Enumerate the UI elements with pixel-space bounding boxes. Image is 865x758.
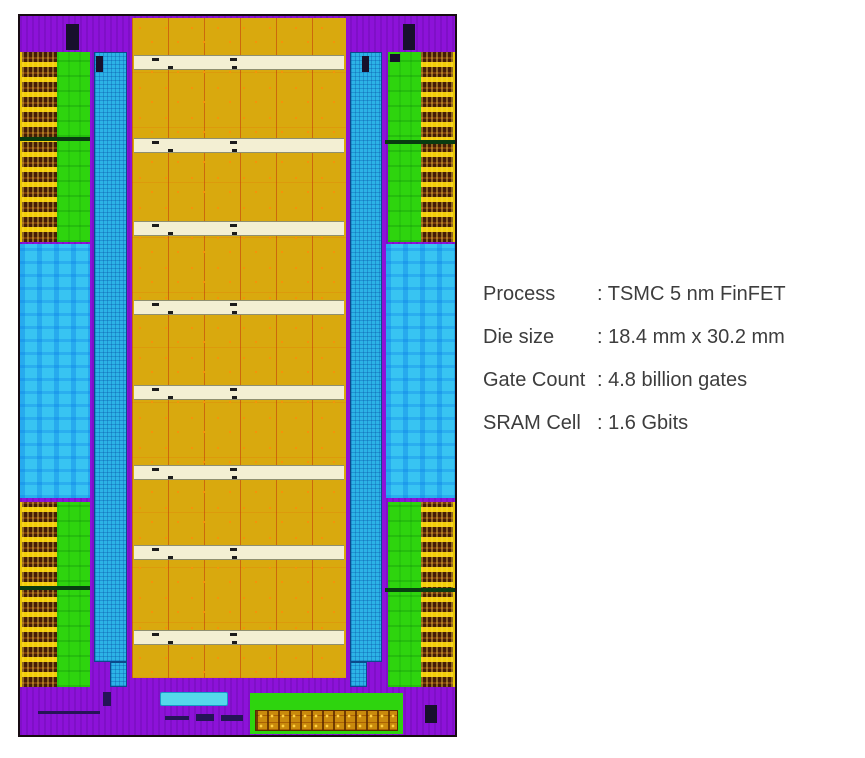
logo-mark-top-left-icon [66,24,79,50]
spec-value: : 4.8 billion gates [597,368,748,391]
green-macro-column-top-left [57,52,90,242]
bottom-glyph-right-icon [425,705,437,723]
bottom-tiny-text-center-2 [196,714,214,721]
bottom-cyan-block [160,692,228,706]
gold-core-array [132,18,346,678]
green-column-mark-icon [390,54,400,62]
io-pad-strip-bottom-left [20,502,57,687]
bottom-gold-pattern-strip [255,710,398,731]
cache-column-left-foot [110,662,127,687]
bottom-tiny-text-left [38,711,100,714]
io-pad-strip-top-left [20,52,57,242]
spec-label: SRAM Cell [483,411,581,434]
green-macro-column-bottom-left [57,502,90,687]
io-pad-strip-top-right [421,52,455,242]
channel-bar-5 [134,385,344,400]
column-mark-left-icon [96,56,103,72]
channel-bar-8 [134,630,344,645]
logo-mark-top-right-icon [403,24,415,50]
io-pad-strip-bottom-right [421,502,455,687]
channel-bar-6 [134,465,344,480]
spec-label: Die size [483,325,555,348]
spec-value: : 1.6 Gbits [597,411,689,434]
channel-bar-4 [134,300,344,315]
green-macro-column-bottom-right [388,502,421,687]
seam-line-top-left [20,137,90,141]
seam-line-top-right [385,140,455,144]
channel-bar-1 [134,55,344,70]
channel-bar-2 [134,138,344,153]
spec-row-die-size: Die size : 18.4 mm x 30.2 mm [483,315,786,358]
spec-label: Process [483,282,556,305]
spec-value: : TSMC 5 nm FinFET [597,282,786,305]
bottom-tiny-text-center-3 [221,715,243,721]
die-micrograph [18,14,457,737]
cache-column-right [350,52,382,662]
spec-row-gate-count: Gate Count : 4.8 billion gates [483,358,786,401]
seam-line-bottom-right [385,588,455,592]
bottom-tiny-text-center-1 [165,716,189,720]
column-mark-right-icon [362,56,369,72]
spec-row-process: Process : TSMC 5 nm FinFET [483,272,786,315]
spec-row-sram-cell: SRAM Cell : 1.6 Gbits [483,401,786,444]
channel-bar-3 [134,221,344,236]
cyan-macro-block-left [20,244,90,498]
bottom-green-block [250,693,403,734]
bottom-glyph-left-icon [103,692,111,706]
green-macro-column-top-right [388,52,421,242]
spec-label: Gate Count [483,368,586,391]
cache-column-right-foot [350,662,367,687]
channel-bar-7 [134,545,344,560]
cyan-macro-block-right [386,244,455,498]
seam-line-bottom-left [20,586,90,590]
spec-list: Process : TSMC 5 nm FinFET Die size : 18… [483,272,786,444]
cache-column-left [94,52,127,662]
spec-value: : 18.4 mm x 30.2 mm [597,325,785,348]
